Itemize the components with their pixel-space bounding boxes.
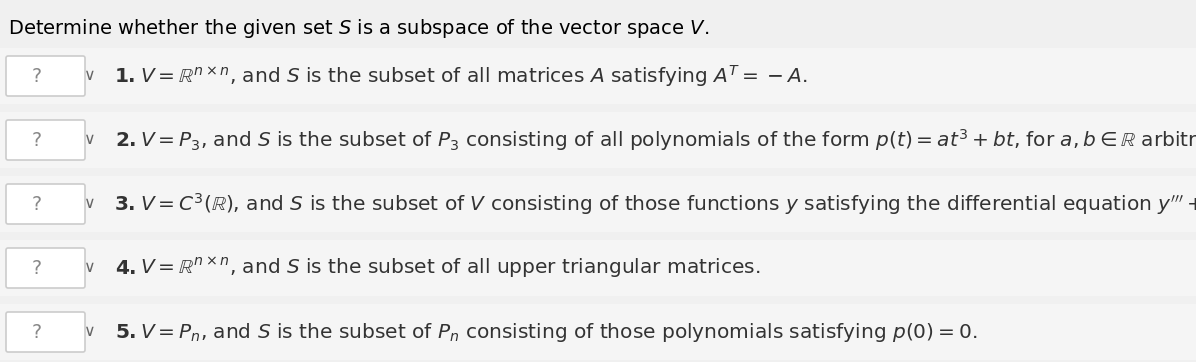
Text: ?: ? [31, 130, 42, 150]
Text: ∨: ∨ [84, 197, 96, 211]
FancyBboxPatch shape [6, 248, 85, 288]
FancyBboxPatch shape [0, 48, 1196, 104]
Text: $V = P_3$, and $S$ is the subset of $P_3$ consisting of all polynomials of the f: $V = P_3$, and $S$ is the subset of $P_3… [140, 127, 1196, 153]
Text: ∨: ∨ [84, 132, 96, 147]
Text: 2.: 2. [115, 130, 136, 150]
FancyBboxPatch shape [0, 240, 1196, 296]
Text: 3.: 3. [115, 194, 136, 214]
FancyBboxPatch shape [6, 312, 85, 352]
Text: $V = P_n$, and $S$ is the subset of $P_n$ consisting of those polynomials satisf: $V = P_n$, and $S$ is the subset of $P_n… [140, 320, 977, 344]
Text: $V = \mathbb{R}^{n\times n}$, and $S$ is the subset of all matrices $A$ satisfyi: $V = \mathbb{R}^{n\times n}$, and $S$ is… [140, 63, 807, 89]
FancyBboxPatch shape [6, 56, 85, 96]
Text: ?: ? [31, 67, 42, 85]
Text: $V = C^3(\mathbb{R})$, and $S$ is the subset of $V$ consisting of those function: $V = C^3(\mathbb{R})$, and $S$ is the su… [140, 191, 1196, 217]
Text: Determine whether the given set $S$ is a subspace of the vector space $V$.: Determine whether the given set $S$ is a… [8, 17, 709, 40]
Text: ∨: ∨ [84, 324, 96, 340]
FancyBboxPatch shape [6, 120, 85, 160]
Text: $V = \mathbb{R}^{n\times n}$, and $S$ is the subset of all upper triangular matr: $V = \mathbb{R}^{n\times n}$, and $S$ is… [140, 256, 761, 280]
FancyBboxPatch shape [6, 184, 85, 224]
Text: ∨: ∨ [84, 261, 96, 275]
Text: ?: ? [31, 323, 42, 341]
Text: ∨: ∨ [84, 68, 96, 84]
FancyBboxPatch shape [0, 112, 1196, 168]
FancyBboxPatch shape [0, 304, 1196, 360]
Text: 5.: 5. [115, 323, 136, 341]
Text: 1.: 1. [115, 67, 136, 85]
Text: ?: ? [31, 258, 42, 278]
Text: 4.: 4. [115, 258, 136, 278]
FancyBboxPatch shape [0, 176, 1196, 232]
Text: ?: ? [31, 194, 42, 214]
